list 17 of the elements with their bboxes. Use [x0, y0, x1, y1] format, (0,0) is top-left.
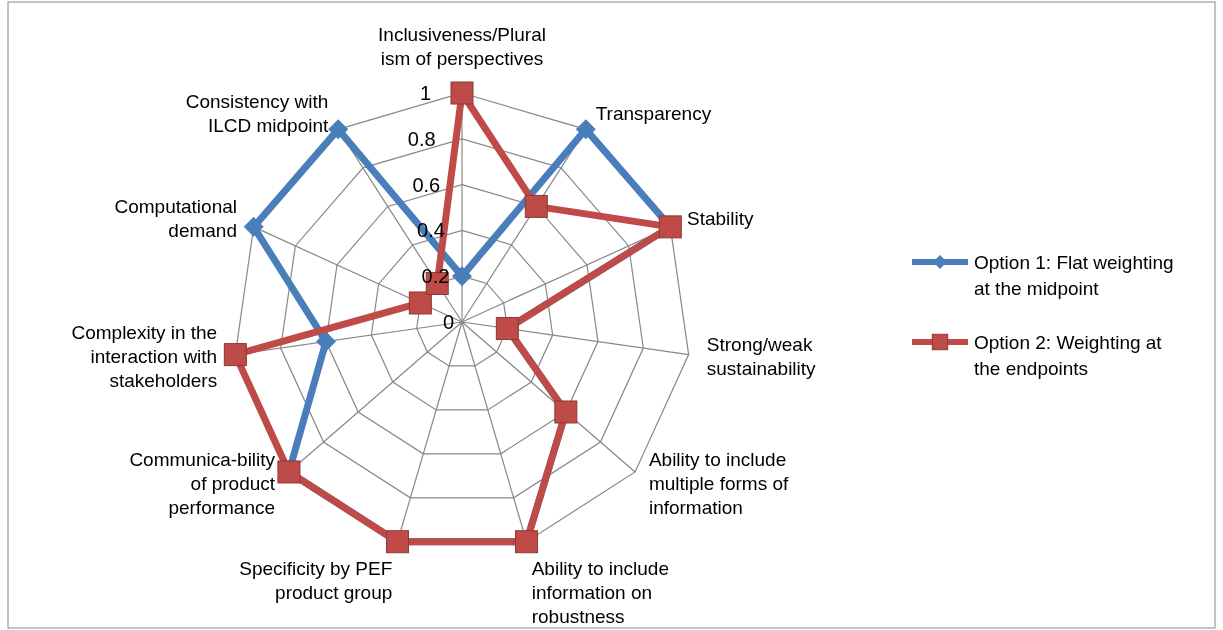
spoke-label: Consistency with ILCD midpoint: [185, 90, 329, 136]
legend-label: Option 1: Flat weighting at the midpoint: [974, 252, 1174, 299]
y-tick-label: 1: [419, 82, 432, 104]
y-tick-label: 0.6: [412, 173, 441, 196]
spoke-label: Strong/weak sustainability: [706, 334, 817, 380]
spoke-label: Stability: [686, 208, 754, 230]
legend-label: Option 2: Weighting at the endpoints: [974, 332, 1163, 379]
spoke-label: Computational demand: [114, 196, 238, 242]
spoke-label: Specificity by PEF product group: [239, 558, 393, 604]
spoke-label: Communica-bility of product performance: [129, 448, 276, 518]
spoke-label: Ability to include multiple forms of information: [648, 448, 790, 518]
spoke-label: Complexity in the interaction with stakeholders: [71, 322, 218, 392]
spoke-label: Ability to include information on robustness: [531, 558, 669, 628]
spoke-label: Transparency: [595, 102, 712, 124]
y-tick-label: 0.8: [407, 127, 436, 150]
y-tick-label: 0: [442, 311, 454, 333]
spoke-label: Inclusiveness/Plural ism of perspectives: [378, 23, 546, 69]
